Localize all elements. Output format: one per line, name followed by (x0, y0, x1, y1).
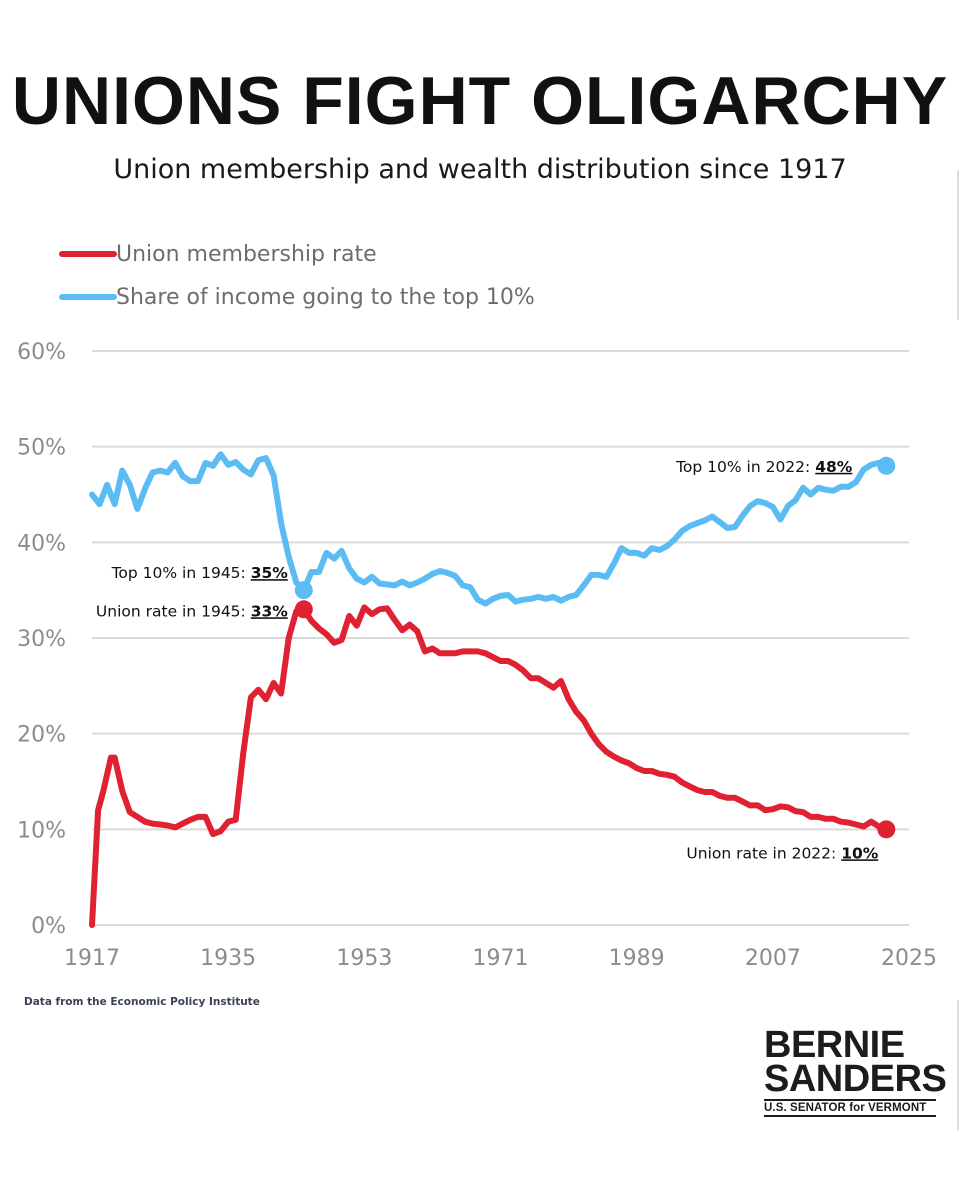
series-lines (89, 451, 890, 928)
x-tick-label: 1953 (336, 946, 392, 971)
annotation-prefix: Union rate in 1945: (96, 602, 251, 620)
y-axis: 0% 10% 20% 30% 40% 50% 60% (17, 340, 66, 939)
logo-line-1: BERNIE (764, 1024, 905, 1066)
annotation-value: 48% (815, 458, 853, 476)
source-note: Data from the Economic Policy Institute (24, 996, 260, 1008)
x-tick-label: 1971 (473, 946, 529, 971)
y-tick-label: 50% (17, 436, 66, 461)
y-tick-label: 60% (17, 340, 66, 365)
union-membership-line (89, 604, 890, 928)
logo-line-2: SANDERS (764, 1058, 947, 1100)
annotation-value: 35% (251, 564, 289, 582)
annotation-marker (877, 820, 896, 839)
annotation-label: Top 10% in 2022: 48% (675, 458, 853, 476)
top10-share-line (89, 451, 890, 607)
logo-line-3: U.S. SENATOR for VERMONT (764, 1099, 936, 1117)
legend-label-top10: Share of income going to the top 10% (116, 285, 535, 310)
y-gridlines (92, 350, 909, 926)
annotation-prefix: Top 10% in 1945: (111, 564, 251, 582)
edge-divider (957, 170, 959, 320)
chart-legend: Union membership rate Share of income go… (59, 242, 535, 310)
annotation-label: Union rate in 1945: 33% (96, 602, 288, 620)
bernie-sanders-logo: BERNIE SANDERS U.S. SENATOR for VERMONT (764, 1024, 947, 1117)
page-title: UNIONS FIGHT OLIGARCHY (11, 63, 949, 139)
annotation-marker (294, 600, 313, 619)
annotation-value: 33% (251, 602, 289, 620)
annotation-prefix: Top 10% in 2022: (675, 458, 815, 476)
x-tick-label: 1917 (64, 946, 120, 971)
edge-divider (957, 1000, 959, 1130)
annotations: Top 10% in 1945: 35% Union rate in 1945: … (96, 456, 896, 862)
annotation-prefix: Union rate in 2022: (686, 844, 841, 862)
legend-label-union: Union membership rate (116, 242, 377, 267)
line-chart: Union membership rate Share of income go… (17, 242, 937, 971)
annotation-marker (294, 581, 313, 600)
annotation-label: Top 10% in 1945: 35% (111, 564, 289, 582)
x-tick-label: 1989 (609, 946, 665, 971)
y-tick-label: 0% (31, 914, 66, 939)
x-axis: 1917 1935 1953 1971 1989 2007 2025 (64, 946, 937, 971)
y-tick-label: 10% (17, 818, 66, 843)
x-tick-label: 2007 (745, 946, 801, 971)
annotation-value: 10% (841, 844, 879, 862)
y-tick-label: 40% (17, 531, 66, 556)
annotation-marker (877, 456, 896, 475)
y-tick-label: 20% (17, 723, 66, 748)
x-tick-label: 1935 (200, 946, 256, 971)
x-tick-label: 2025 (881, 946, 937, 971)
page-subtitle: Union membership and wealth distribution… (113, 154, 847, 185)
y-tick-label: 30% (17, 627, 66, 652)
annotation-label: Union rate in 2022: 10% (686, 844, 878, 862)
